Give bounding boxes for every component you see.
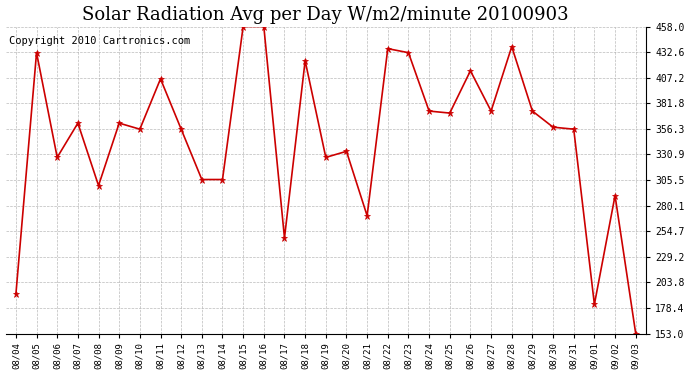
Title: Solar Radiation Avg per Day W/m2/minute 20100903: Solar Radiation Avg per Day W/m2/minute … bbox=[83, 6, 569, 24]
Text: Copyright 2010 Cartronics.com: Copyright 2010 Cartronics.com bbox=[9, 36, 190, 46]
